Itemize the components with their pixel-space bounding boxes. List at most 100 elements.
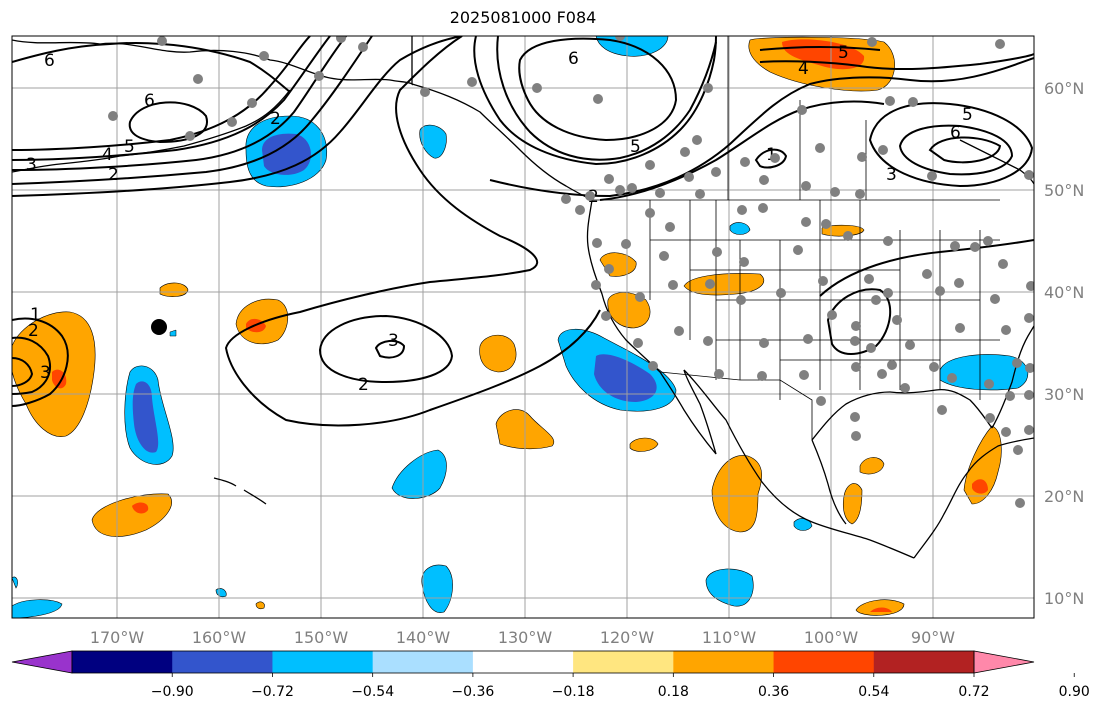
- longitude-tick-labels: 170°W 160°W 150°W 140°W 130°W 120°W 110°W 100°W…: [90, 628, 955, 647]
- contour-line: [318, 314, 454, 384]
- station-dot: [314, 71, 324, 81]
- station-dot: [990, 294, 1000, 304]
- station-dot: [905, 340, 915, 350]
- station-dot: [621, 239, 631, 249]
- coastline-gulf: [913, 437, 1034, 559]
- station-dot: [900, 383, 910, 393]
- station-dot: [108, 111, 118, 121]
- station-dot: [922, 269, 932, 279]
- contour-label: 3: [40, 363, 51, 383]
- shaded-negative-region: [729, 222, 751, 235]
- colorbar-outline: [71, 650, 975, 674]
- station-dot: [532, 83, 542, 93]
- station-dot: [908, 97, 918, 107]
- station-dot: [821, 219, 831, 229]
- station-dot: [883, 288, 893, 298]
- station-dot: [866, 343, 876, 353]
- station-dot: [867, 37, 877, 47]
- contour-label: 3: [886, 165, 897, 185]
- map-layers: 6 6 5 4 3 2 6 5 4 5 6 3 5 3 2 1 2 3 2 1 …: [12, 36, 1034, 618]
- station-dot: [970, 242, 980, 252]
- station-dot: [995, 39, 1005, 49]
- longitude-tick-label: 130°W: [498, 628, 553, 647]
- contour-line: [12, 317, 69, 407]
- station-dot: [736, 295, 746, 305]
- contour-label: 5: [838, 43, 849, 63]
- contour-line: [518, 37, 678, 142]
- contour-label: 6: [44, 51, 55, 71]
- map-frame: [12, 36, 1034, 618]
- contour-label: 2: [108, 165, 119, 185]
- colorbar-label: 0.36: [758, 684, 789, 700]
- shaded-positive-region: [629, 437, 659, 452]
- latitude-tick-labels: 60°N 50°N 40°N 30°N 20°N 10°N: [1044, 79, 1084, 608]
- shaded-negative-region: [939, 354, 1029, 391]
- station-dot: [801, 217, 811, 227]
- map-title: 2025081000 F084: [449, 8, 597, 27]
- contour-label: 6: [568, 49, 579, 69]
- station-dot: [703, 83, 713, 93]
- contour-label: 3: [388, 331, 399, 351]
- station-dot: [799, 370, 809, 380]
- station-dot: [1024, 390, 1034, 400]
- station-dot: [797, 105, 807, 115]
- shaded-negative-region: [391, 449, 447, 499]
- colorbar-segment: [773, 651, 875, 673]
- station-dot: [604, 264, 614, 274]
- contour-line: [826, 288, 892, 355]
- contour-line: [898, 124, 1014, 176]
- station-dot: [1015, 498, 1025, 508]
- contour-label: 2: [270, 109, 281, 129]
- longitude-tick-label: 90°W: [911, 628, 955, 647]
- latitude-tick-label: 20°N: [1044, 487, 1084, 506]
- shaded-positive-region: [52, 369, 67, 389]
- colorbar-segment: [372, 651, 474, 673]
- latitude-tick-label: 10°N: [1044, 589, 1084, 608]
- latitude-tick-label: 50°N: [1044, 181, 1084, 200]
- colorbar-label: −0.72: [251, 684, 294, 700]
- station-dot: [816, 396, 826, 406]
- coastline-texas-mexico: [811, 439, 847, 525]
- station-dot: [929, 362, 939, 372]
- longitude-tick-label: 150°W: [294, 628, 349, 647]
- gridlines: [12, 36, 1034, 618]
- station-dot: [336, 36, 346, 43]
- station-dot: [855, 189, 865, 199]
- station-dot: [950, 241, 960, 251]
- contour-line: [12, 36, 347, 171]
- contour-line: [473, 36, 717, 166]
- colorbar-segment: [72, 651, 173, 673]
- colorbar-segment: [172, 651, 273, 673]
- contour-line: [12, 36, 373, 185]
- station-dot: [1025, 363, 1034, 373]
- coastline-us-east: [991, 325, 1034, 429]
- station-dot: [955, 323, 965, 333]
- contour-label: 2: [28, 321, 39, 341]
- station-dot: [851, 321, 861, 331]
- station-dot: [1001, 325, 1011, 335]
- shaded-negative-region: [12, 576, 18, 589]
- shaded-negative-region: [169, 329, 177, 337]
- station-dot: [954, 278, 964, 288]
- station-dot: [615, 36, 625, 41]
- colorbar: −0.90 −0.72 −0.54 −0.36 −0.18 0.18 0.36 0.54 0.7…: [11, 650, 1090, 700]
- station-dot: [843, 231, 853, 241]
- station-dots: [108, 36, 1034, 508]
- colorbar-extend-high: [973, 650, 1035, 674]
- colorbar-label: 0.54: [858, 684, 889, 700]
- coastline-baja: [659, 369, 717, 455]
- station-dot: [757, 371, 767, 381]
- station-dot: [984, 379, 994, 389]
- station-dot: [635, 292, 645, 302]
- contour-label: 6: [144, 91, 155, 111]
- shaded-positive-region: [159, 282, 189, 297]
- colorbar-label: 0.90: [1059, 684, 1090, 700]
- station-dot: [927, 171, 937, 181]
- shaded-positive-region: [711, 455, 762, 533]
- station-dot: [1005, 391, 1015, 401]
- colorbar-segment: [573, 651, 674, 673]
- station-dot: [157, 36, 167, 46]
- longitude-tick-label: 160°W: [192, 628, 247, 647]
- colorbar-segment: [673, 651, 775, 673]
